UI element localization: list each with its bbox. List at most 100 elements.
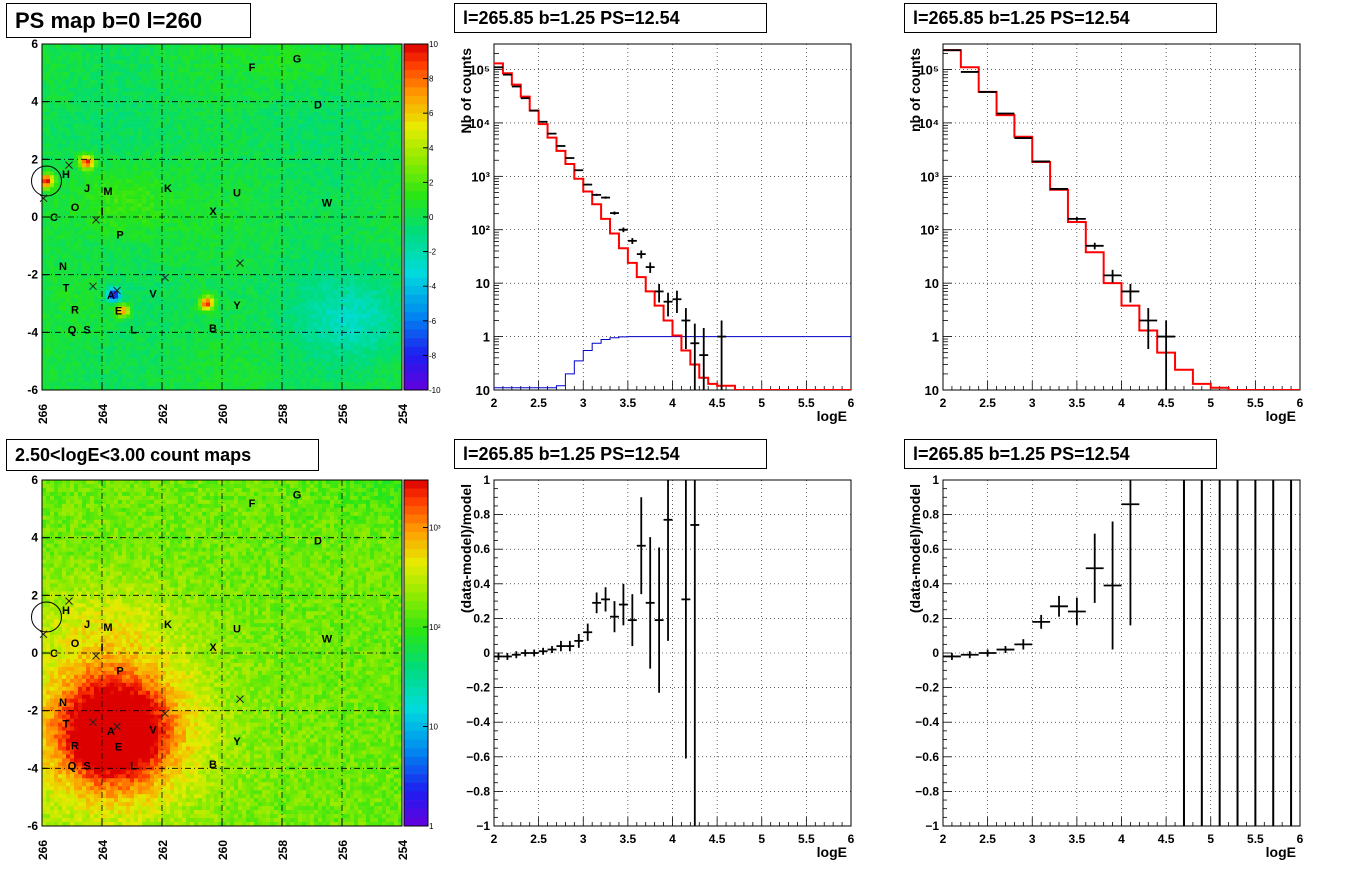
map-cell (170, 47, 175, 53)
map-cell (82, 342, 87, 347)
map-cell (94, 179, 99, 184)
map-cell (126, 167, 131, 172)
map-cell (234, 286, 239, 291)
map-cell (42, 71, 47, 77)
map-cell (166, 135, 171, 140)
map-cell (86, 282, 91, 287)
map-cell (242, 171, 247, 176)
map-cell (134, 286, 139, 291)
map-cell (134, 59, 139, 65)
map-cell (118, 139, 123, 144)
map-cell (174, 266, 179, 271)
map-cell (74, 346, 79, 351)
map-cell (158, 203, 163, 208)
map-cell (194, 123, 199, 128)
map-cell (166, 87, 171, 93)
map-cell (154, 250, 159, 256)
map-cell (94, 258, 99, 264)
map-cell (90, 342, 95, 347)
map-cell (170, 131, 175, 136)
map-cell (138, 250, 143, 256)
map-cell (266, 350, 271, 355)
map-cell (42, 143, 47, 148)
map-cell (206, 215, 211, 220)
map-cell (210, 63, 215, 69)
map-cell (170, 298, 175, 303)
map-cell (78, 222, 83, 228)
map-cell (66, 366, 71, 371)
map-cell (130, 370, 135, 375)
map-cell (230, 179, 235, 184)
map-cell (106, 346, 111, 351)
map-cell (114, 187, 119, 192)
map-cell (58, 278, 63, 283)
map-cell (254, 179, 259, 184)
map-cell (142, 199, 147, 204)
map-cell (162, 322, 167, 327)
map-cell (130, 282, 135, 287)
map-cell (198, 167, 203, 172)
map-cell (230, 322, 235, 327)
map-cell (266, 274, 271, 279)
map-cell (98, 71, 103, 77)
map-cell (114, 79, 119, 85)
map-cell (86, 326, 91, 331)
map-cell (230, 342, 235, 347)
map-cell (130, 139, 135, 144)
map-cell (194, 306, 199, 311)
map-cell (222, 366, 227, 371)
map-cell (194, 254, 199, 260)
map-cell (82, 95, 87, 100)
map-cell (146, 334, 151, 339)
map-cell (222, 143, 227, 148)
map-cell (58, 318, 63, 323)
map-cell (78, 266, 83, 271)
map-cell (190, 211, 195, 216)
map-cell (154, 382, 159, 387)
map-cell (162, 302, 167, 307)
map-cell (94, 55, 99, 61)
map-cell (154, 374, 159, 379)
map-cell (210, 79, 215, 85)
map-cell (146, 119, 151, 124)
map-cell (250, 111, 255, 116)
map-cell (150, 270, 155, 275)
map-cell (110, 123, 115, 128)
map-cell (202, 302, 207, 307)
map-cell (42, 350, 47, 355)
map-cell (166, 191, 171, 196)
map-cell (94, 306, 99, 311)
map-cell (242, 346, 247, 351)
map-cell (78, 111, 83, 116)
map-cell (82, 59, 87, 65)
map-cell (242, 242, 247, 248)
map-cell (222, 318, 227, 323)
map-cell (230, 91, 235, 96)
map-cell (178, 159, 183, 164)
map-cell (194, 91, 199, 96)
map-cell (190, 302, 195, 307)
map-cell (126, 218, 131, 224)
map-cell (78, 370, 83, 375)
map-cell (218, 59, 223, 65)
map-cell (170, 103, 175, 108)
map-cell (90, 203, 95, 208)
map-cell (126, 378, 131, 383)
map-cell (218, 183, 223, 188)
map-cell (230, 270, 235, 275)
map-cell (114, 115, 119, 120)
map-cell (190, 195, 195, 200)
map-cell (194, 218, 199, 224)
map-cell (178, 99, 183, 104)
map-cell (94, 103, 99, 108)
map-cell (246, 139, 251, 144)
map-cell (206, 330, 211, 335)
map-cell (206, 334, 211, 339)
map-cell (190, 51, 195, 57)
map-cell (110, 322, 115, 327)
map-cell (170, 226, 175, 232)
map-cell (82, 314, 87, 319)
map-cell (170, 147, 175, 152)
map-cell (174, 155, 179, 160)
map-cell (110, 378, 115, 383)
